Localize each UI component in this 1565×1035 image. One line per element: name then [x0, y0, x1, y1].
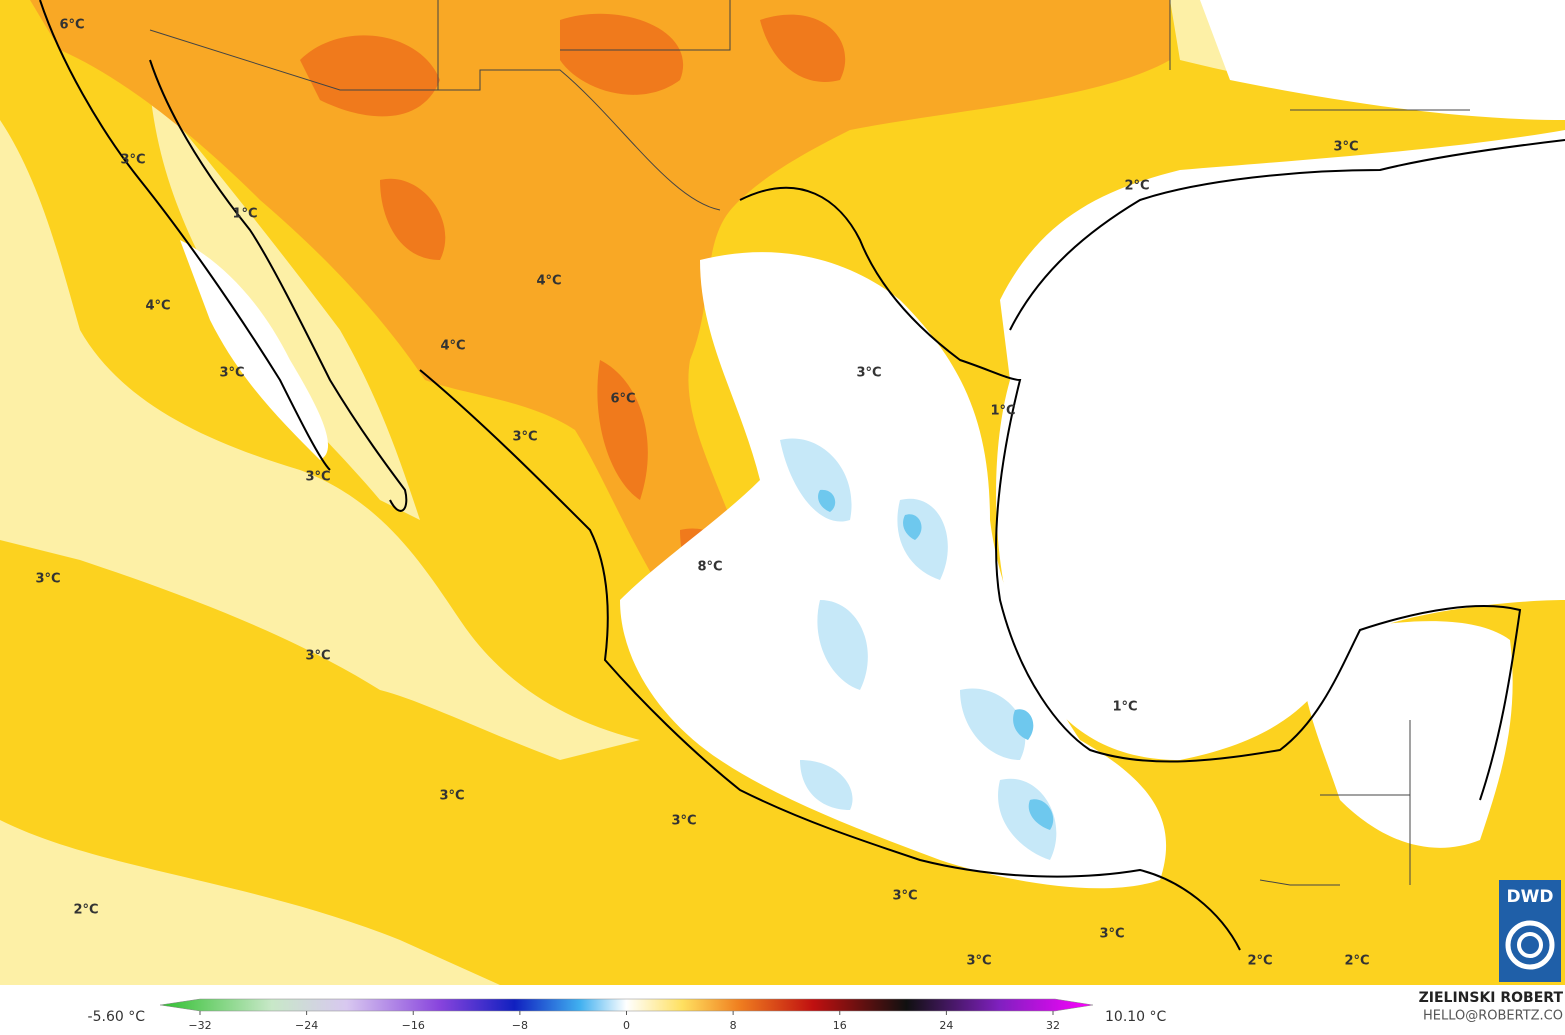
colorbar-tick-label: −8 [512, 1019, 528, 1032]
credit-name: ZIELINSKI ROBERT [1419, 990, 1564, 1006]
credit-contact: HELLO@ROBERTZ.CO [1423, 1009, 1563, 1024]
min-label: -5.60 °C [88, 1009, 146, 1025]
warm-area [30, 0, 1170, 608]
colorbar-tick-label: 32 [1046, 1019, 1060, 1032]
coastline [39, 0, 1565, 951]
contour-label: 4°C [145, 299, 170, 314]
colorbar-tick-label: −16 [402, 1019, 425, 1032]
colorbar-tick-label: 8 [730, 1019, 737, 1032]
contour-label: 3°C [892, 889, 917, 904]
contour-label: 2°C [1124, 179, 1149, 194]
contour-label: 2°C [1344, 954, 1369, 969]
hot-area [300, 13, 846, 602]
gulf [996, 0, 1565, 760]
max-label: 10.10 °C [1105, 1009, 1167, 1025]
contour-label: 6°C [59, 18, 84, 33]
contour-label: 4°C [440, 339, 465, 354]
colorbar [159, 998, 1094, 1012]
contour-label: 3°C [1333, 140, 1358, 155]
logo-text: DWD [1507, 887, 1554, 907]
colorbar-tick-label: 0 [623, 1019, 630, 1032]
contour-label: 3°C [1099, 927, 1124, 942]
contour-label: 3°C [305, 649, 330, 664]
contour-label: 8°C [697, 560, 722, 575]
contour-label: 2°C [73, 903, 98, 918]
contour-label: 3°C [305, 470, 330, 485]
contour-label: 3°C [512, 430, 537, 445]
contour-label: 2°C [1247, 954, 1272, 969]
contour-label: 6°C [610, 392, 635, 407]
contour-label: 1°C [990, 404, 1015, 419]
contour-label: 3°C [35, 572, 60, 587]
near-zero-area [180, 240, 1513, 889]
map [0, 0, 1565, 985]
borders [149, 0, 1470, 886]
colorbar-tick-label: 16 [833, 1019, 847, 1032]
contour-label: 3°C [439, 789, 464, 804]
contour-label: 3°C [966, 954, 991, 969]
contour-label: 3°C [671, 814, 696, 829]
contour-label: 3°C [219, 366, 244, 381]
contour-label: 1°C [1112, 700, 1137, 715]
contour-label: 1°C [232, 207, 257, 222]
contour-label: 3°C [856, 366, 881, 381]
colorbar-tick-label: 24 [939, 1019, 953, 1032]
contour-label: 3°C [120, 153, 145, 168]
colorbar-tick-label: −24 [295, 1019, 318, 1032]
contour-label: 4°C [536, 274, 561, 289]
colorbar-tick-label: −32 [188, 1019, 211, 1032]
logo: DWD [1499, 880, 1561, 982]
